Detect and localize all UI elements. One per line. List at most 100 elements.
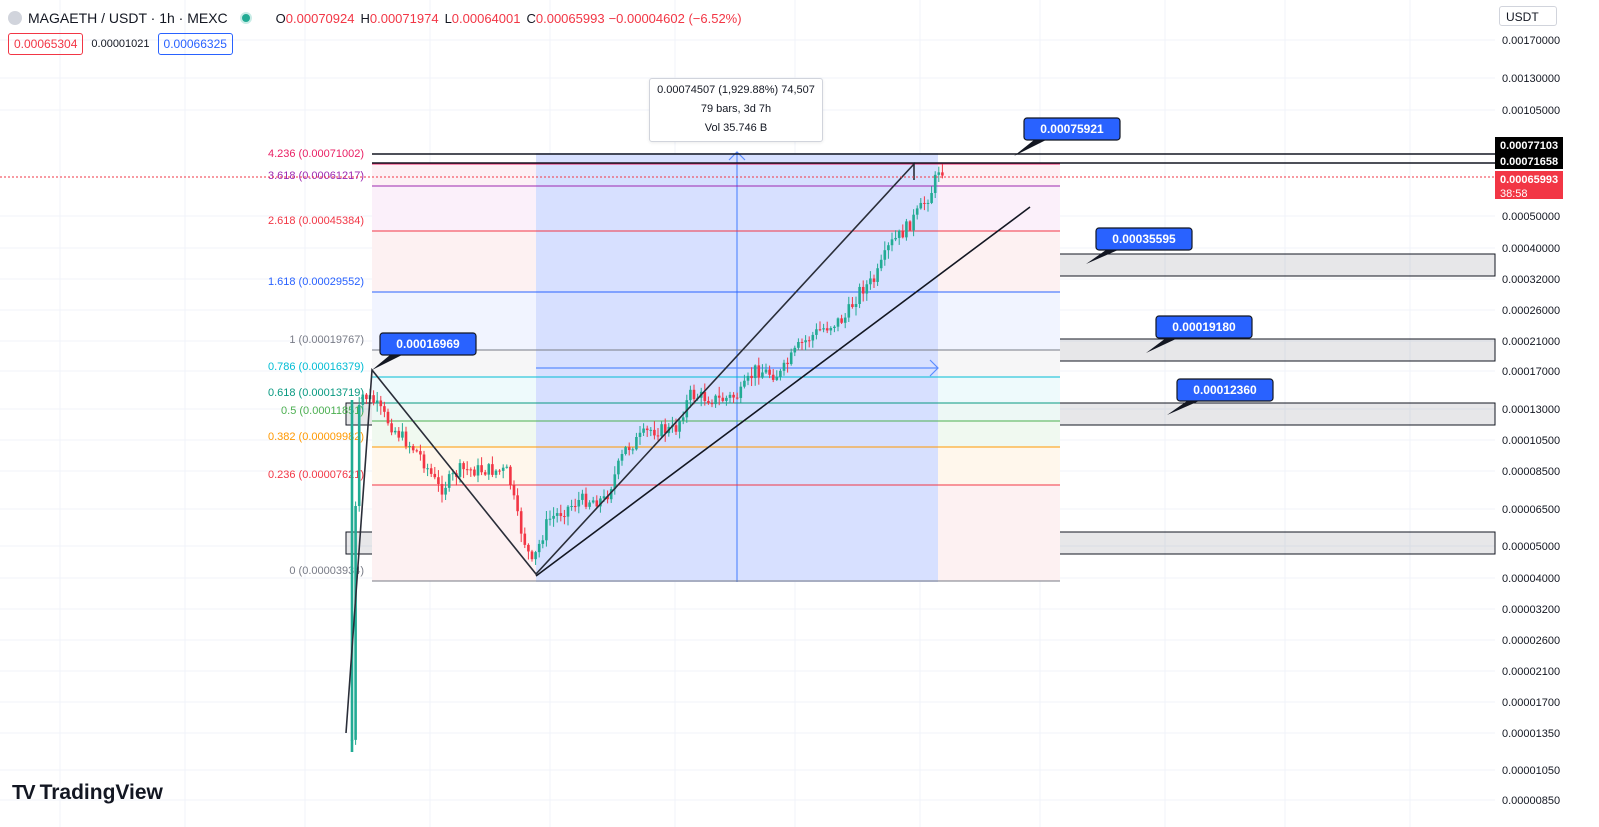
candle-body [764,369,768,373]
symbol-title[interactable]: MAGAETH / USDT · 1h · MEXC [28,10,228,26]
candle-body [923,202,926,204]
candle-body [581,493,584,500]
fib-level-label: 0.382 (0.00009982) [268,431,364,443]
candle-body [869,278,872,285]
candle-body [941,172,944,176]
axis-tick-label: 0.00001700 [1502,697,1560,709]
candle-body [483,472,487,475]
candle-body [800,341,804,343]
axis-tick-label: 0.00002600 [1502,635,1560,647]
fib-level-label: 0.5 (0.00011851) [281,405,364,417]
measure-bars: 79 bars, 3d 7h [700,103,772,115]
candle-body [357,404,361,507]
candle-body [591,500,595,503]
candle-body [797,341,800,348]
price-tag-label: 0.00077103 [1500,140,1558,152]
candle-body [577,499,581,507]
candle-body [487,464,491,475]
candle-body [782,362,786,371]
candle-body [753,365,757,379]
axis-tick-label: 0.00005000 [1502,541,1560,553]
trend-line [535,206,1031,577]
candle-body [638,432,642,438]
candle-body [876,268,879,282]
callout-box [1023,117,1121,141]
candle-body [375,400,379,403]
candle-body [815,329,818,335]
candle-body [570,506,573,508]
candle-body [833,326,836,329]
candle-body [905,221,908,238]
ohlc-close-label: C [526,10,536,26]
axis-tick-label: 0.00050000 [1502,211,1560,223]
candle-body [354,506,357,740]
tradingview-logo-icon: TV [12,781,36,804]
candle-body [584,493,588,507]
ohlc-close-value: 0.00065993 [535,10,605,26]
candle-body [509,466,512,486]
tradingview-logo-text: TradingView [39,781,163,804]
candle-body [613,474,617,490]
candle-body [609,489,613,500]
candle-body [573,506,577,508]
candle-body [937,172,941,175]
market-status-icon[interactable] [239,12,252,24]
fib-level-label: 0.236 (0.00007621) [268,469,364,481]
candle-body [739,386,743,398]
axis-tick-label: 0.00002100 [1502,666,1560,678]
candle-body [707,401,710,404]
sell-price-button[interactable]: 0.00065304 [8,33,84,55]
candle-body [545,519,548,541]
candle-body [444,487,447,495]
candle-body [393,430,397,433]
candle-body [379,400,383,407]
candle-body [566,506,570,517]
axis-tick-label: 0.00004000 [1502,573,1560,585]
candle-body [390,423,393,433]
axis-tick-label: 0.00040000 [1502,243,1560,255]
fib-level-label: 0.618 (0.00013719) [268,387,364,399]
symbol-header: MAGAETH / USDT · 1h · MEXC O 0.00070924 H… [8,8,742,28]
candle-body [473,469,476,476]
candle-body [818,329,822,331]
candle-body [429,468,433,474]
candle-body [372,395,375,403]
candle-body [930,192,933,203]
axis-tick-label: 0.00017000 [1502,366,1560,378]
buy-price-button[interactable]: 0.00066325 [157,33,233,55]
candle-body [811,334,815,341]
candle-body [541,540,545,544]
fib-level-label: 1.618 (0.00029552) [268,276,364,288]
candle-body [822,328,825,330]
callout-label: 0.00016969 [396,337,460,351]
axis-tick-label: 0.00130000 [1502,73,1560,85]
fib-level-label: 4.236 (0.00071002) [268,148,364,160]
candle-body [761,372,764,378]
candle-body [678,420,681,432]
candle-body [645,428,649,431]
currency-selector[interactable]: USDT [1499,6,1557,26]
price-callouts: 0.00075921 0.00035595 0.00019180 0.00012360… [372,117,1274,415]
candle-body [537,543,541,553]
callout-box [379,332,477,356]
candle-body [836,318,840,327]
callout-label: 0.00035595 [1112,232,1176,246]
candle-body [660,424,663,437]
tradingview-logo[interactable]: TV TradingView [12,781,163,805]
candle-body [422,454,426,469]
candle-body [681,417,685,421]
countdown-tag [1495,187,1563,199]
candle-body [411,446,415,451]
candle-body [635,437,638,450]
candle-body [843,317,847,323]
candle-body [440,483,444,495]
fib-level-label: 2.618 (0.00045384) [268,215,364,227]
ohlc-open-value: 0.00070924 [285,10,355,26]
candle-body [451,473,455,475]
axis-tick-label: 0.00000850 [1502,795,1560,807]
callout-label: 0.00012360 [1193,383,1257,397]
candle-body [897,230,901,238]
candle-body [912,214,915,231]
ohlc-high-value: 0.00071974 [369,10,439,26]
